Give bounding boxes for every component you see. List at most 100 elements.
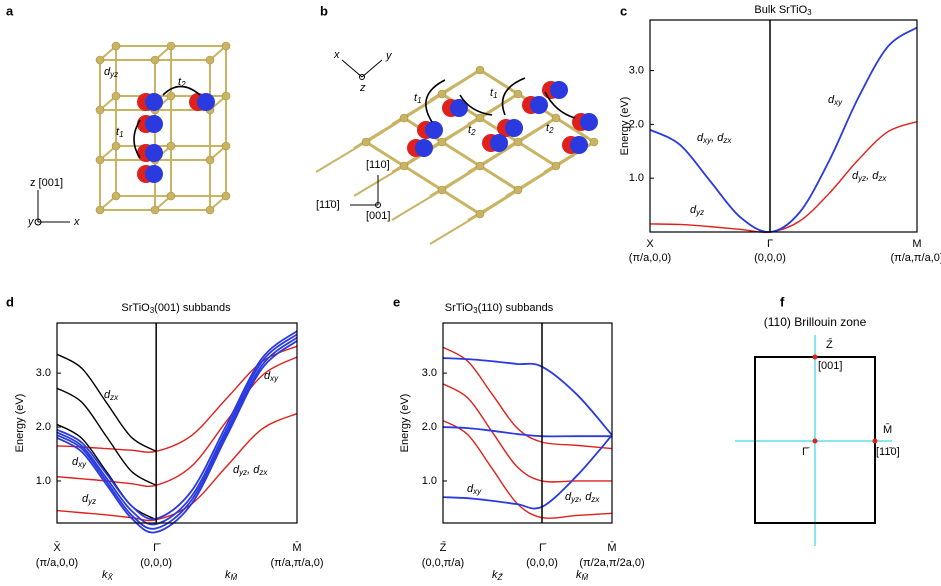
rich-label: dyz [690, 204, 704, 217]
label-text: , d [866, 170, 879, 182]
hop-arrow [459, 94, 493, 116]
x-tick-coordinate: (π/2a,π/2a,0) [579, 557, 644, 569]
atom [475, 161, 485, 171]
label-subscript: xy [269, 374, 279, 383]
atom [205, 155, 215, 165]
label-subscript: zx [877, 174, 887, 183]
bond [403, 164, 443, 192]
label-text: t [414, 92, 418, 104]
bond [555, 116, 595, 144]
orbital-lobe [580, 113, 598, 131]
rich-label: dyz [82, 493, 96, 506]
axis-name: x [333, 49, 340, 61]
y-tick-label: 3.0 [629, 64, 644, 76]
label-subscript: 2 [548, 126, 554, 135]
bz-label: M̄ [883, 423, 892, 436]
orbital-lobe [197, 93, 215, 111]
atom [551, 113, 561, 123]
bz-label: [11̄0] [876, 446, 900, 458]
rich-label: t1 [490, 87, 498, 100]
y-tick-label: 3.0 [36, 367, 51, 379]
bond [517, 140, 557, 168]
band-curve [56, 353, 157, 452]
bond [429, 165, 481, 197]
x-tick-coordinate: (0,0,0) [526, 557, 558, 569]
x-tick-coordinate: (π/a,0,0) [629, 252, 671, 264]
rich-label: dyz, dzx [233, 464, 268, 477]
y-tick-label: 1.0 [629, 172, 644, 184]
label-text: k [225, 569, 231, 581]
atom [166, 41, 176, 51]
label-text: (110) subbands [478, 302, 554, 314]
label-subscript: yz [857, 174, 866, 183]
bz-label: Γ̄ [802, 446, 810, 458]
x-tick-label: M [912, 238, 921, 250]
label-text: k [492, 569, 498, 581]
orbital-lobe [425, 121, 443, 139]
label-subscript: yz [695, 208, 704, 217]
plot-frame [649, 19, 918, 233]
axis-arrow [341, 59, 363, 78]
axis-name: [001] [366, 210, 390, 222]
label-text: d [828, 94, 835, 106]
panel-letter: d [6, 294, 14, 309]
bond [441, 188, 481, 216]
atom [221, 41, 231, 51]
hop-arrow [544, 91, 576, 119]
label-subscript: 2 [470, 128, 476, 137]
hop-arrow [162, 85, 201, 96]
label-text: (001) subbands [154, 302, 231, 314]
plot-frame [56, 322, 298, 524]
rich-label: kX̄ [102, 569, 114, 582]
axis-name: z [359, 82, 366, 94]
hop-arrow [425, 79, 446, 123]
panel-title: (110) Brillouin zone [764, 315, 867, 329]
x-tick-coordinate: (π/a,π/a,0) [270, 557, 323, 569]
label-subscript: yz [109, 70, 118, 79]
atom [166, 91, 176, 101]
bond [479, 164, 519, 192]
bond [353, 165, 405, 197]
rich-label: dxy [828, 94, 843, 107]
atom [437, 137, 447, 147]
orbital-lobe [450, 99, 468, 117]
label-subscript: Z̄ [497, 573, 504, 582]
panel-letter: b [320, 3, 328, 18]
x-tick-label: M̄ [607, 541, 616, 554]
label-text: d [467, 483, 474, 495]
label-subscript: 3 [150, 306, 155, 315]
label-subscript: zx [109, 393, 119, 402]
label-text: d [82, 493, 89, 505]
rich-label: dyz, dzx [565, 491, 600, 504]
band-curve [56, 330, 298, 521]
atom [111, 141, 121, 151]
lattice-a [95, 41, 231, 215]
axis-dot [359, 74, 365, 80]
label-text: SrTiO [121, 302, 150, 314]
label-subscript: 1 [119, 130, 123, 139]
bz-point [872, 438, 878, 444]
rich-label: t1 [414, 92, 422, 105]
label-subscript: yz [238, 468, 247, 477]
orbital-lobe [570, 136, 588, 154]
panel-letter: a [6, 3, 14, 18]
label-text: t [116, 126, 120, 138]
rich-label: Bulk SrTiO3 [754, 4, 812, 17]
x-tick-coordinate: (0,0,0) [140, 557, 172, 569]
atom [513, 185, 523, 195]
rich-label: t2 [178, 76, 186, 89]
bond [365, 140, 405, 168]
label-text: d [104, 389, 111, 401]
bond [479, 68, 519, 96]
atom [95, 105, 105, 115]
y-tick-label: 1.0 [422, 475, 437, 487]
atom [551, 161, 561, 171]
atom [166, 191, 176, 201]
hop-arrow [501, 77, 526, 116]
atom [205, 55, 215, 65]
label-subscript: yz [87, 497, 96, 506]
bz-label: Z̄ [826, 338, 833, 351]
x-tick-label: Γ̄ [153, 542, 161, 554]
label-text: t [468, 124, 472, 136]
label-text: SrTiO [445, 302, 474, 314]
